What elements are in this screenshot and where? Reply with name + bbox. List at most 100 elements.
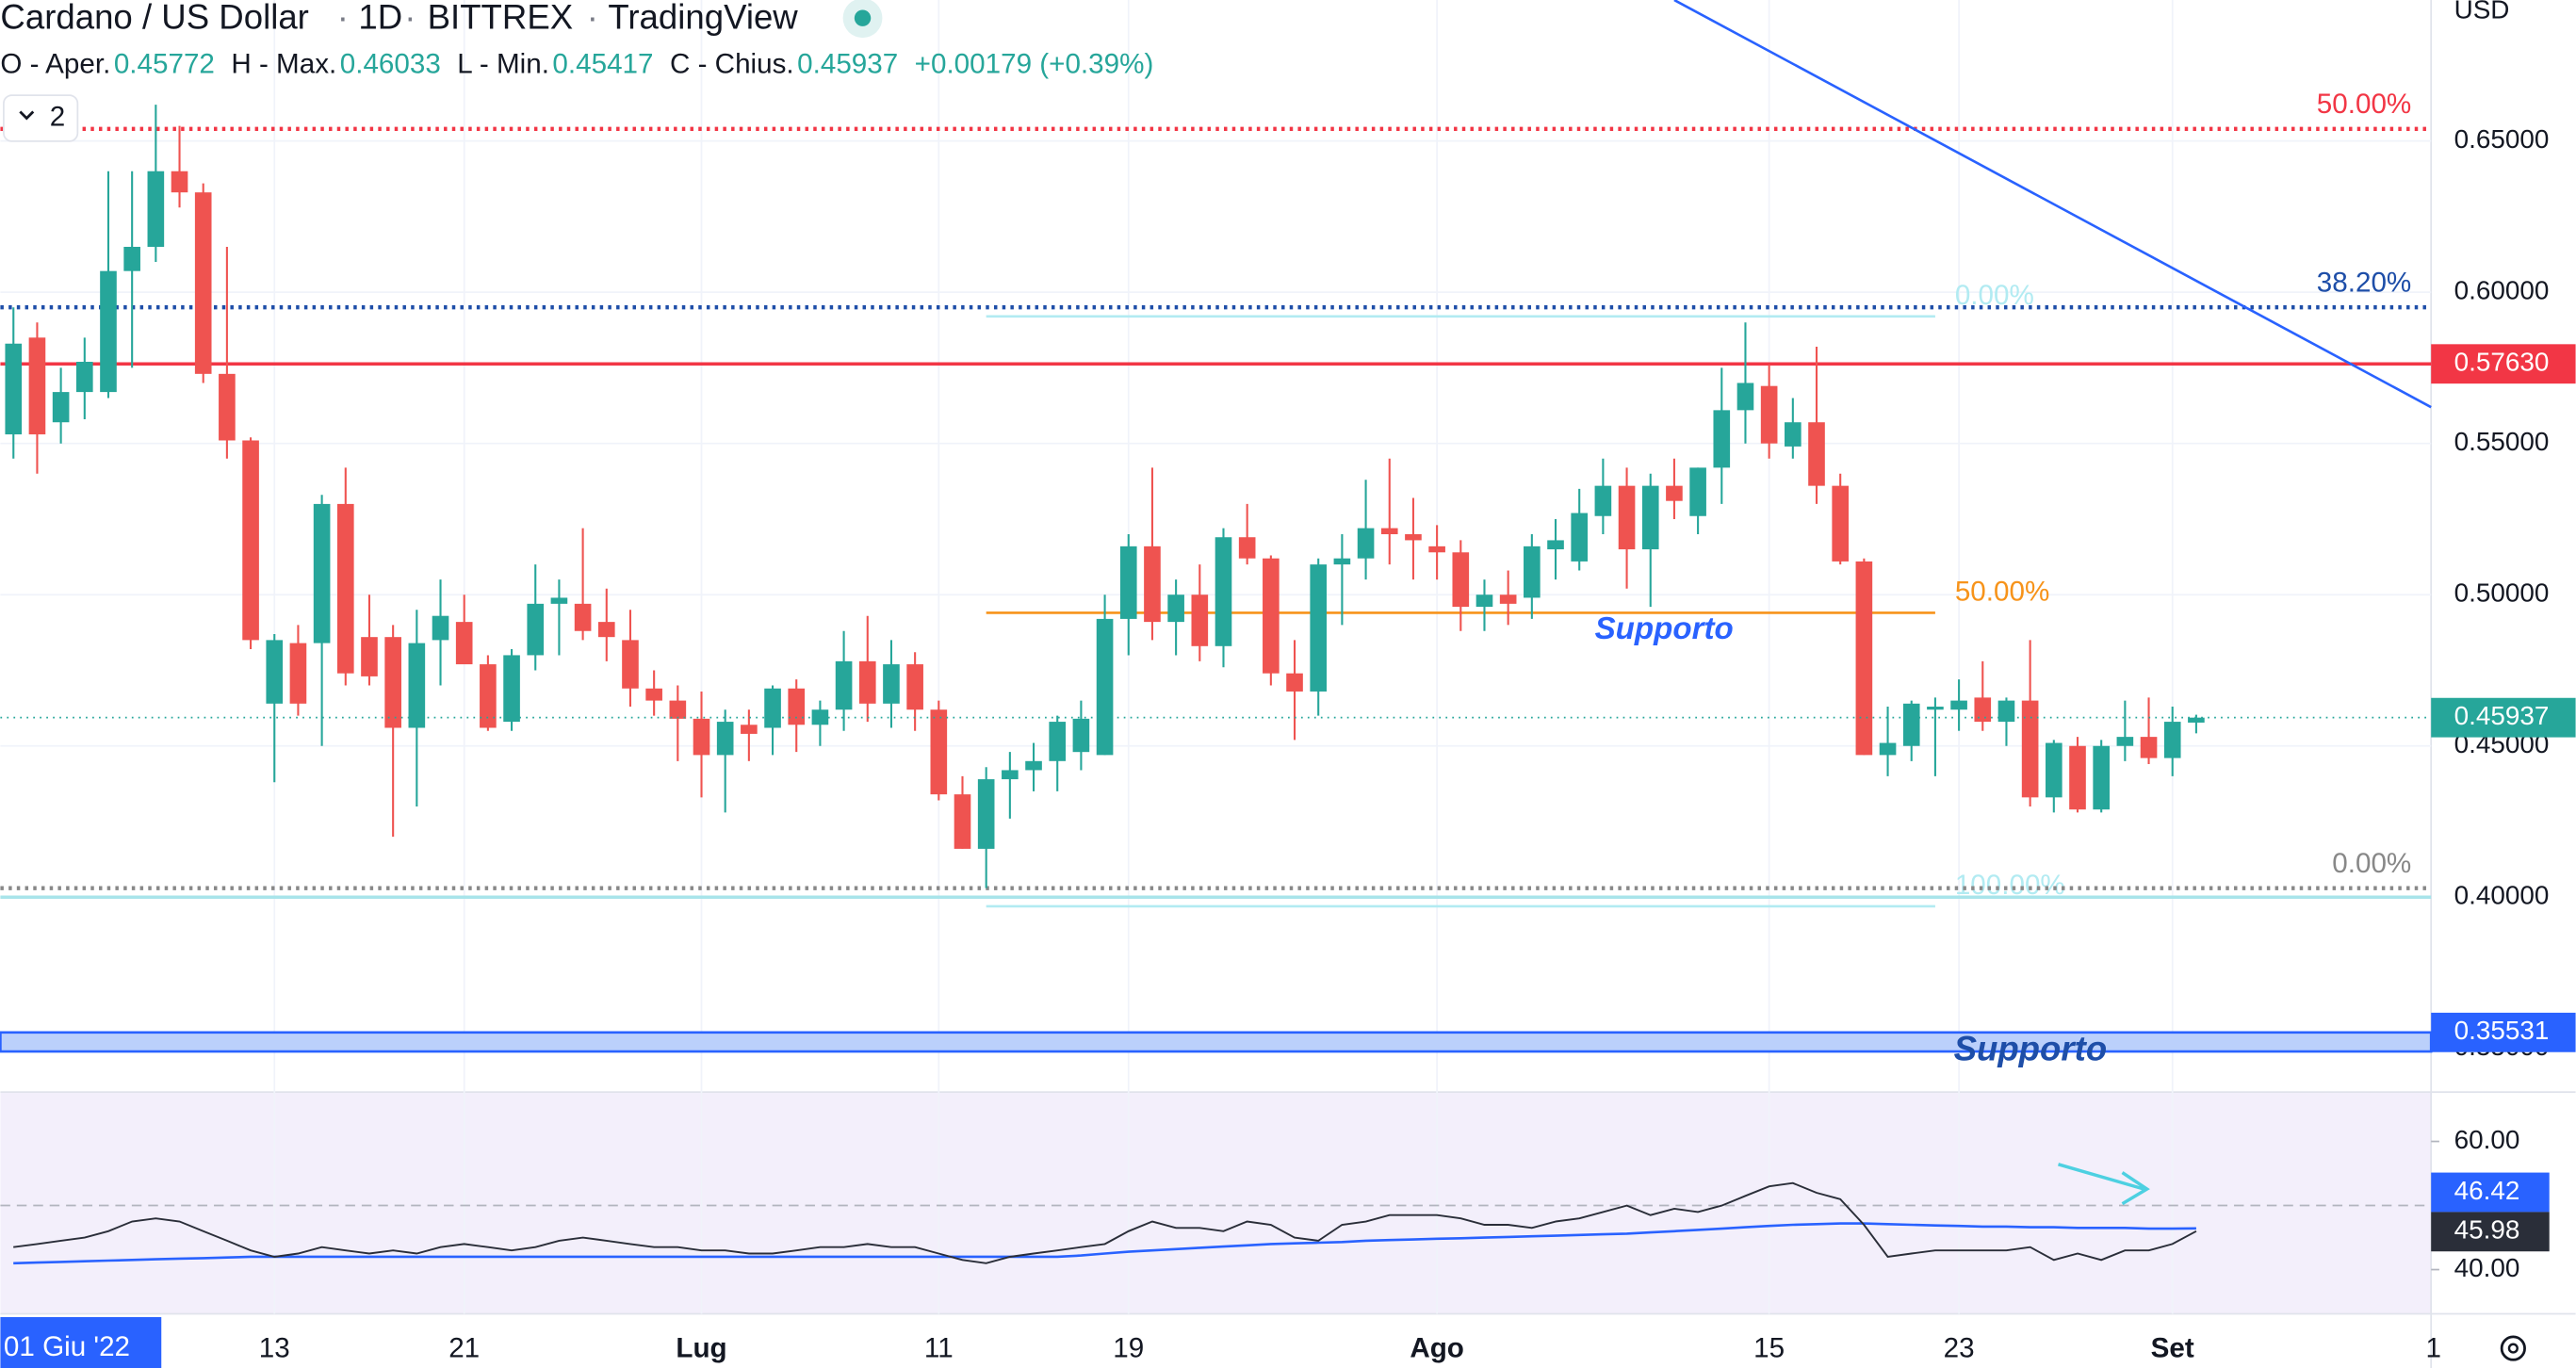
candle-body — [1357, 528, 1375, 559]
rsi-label-box — [2431, 1212, 2550, 1252]
toggle-button[interactable] — [3, 94, 79, 142]
legend-change: +0.00179 (+0.39%) — [915, 49, 1154, 80]
candle-body — [408, 643, 426, 728]
candle-body — [123, 246, 140, 271]
candle-body — [906, 664, 923, 710]
overlay: 01 Giu '22 0.57630 0.45937 0.35531 Supporto S… — [0, 344, 2576, 1368]
candle-body — [313, 503, 331, 643]
price-label: 0.57630 — [2454, 348, 2550, 377]
y-tick-label: 0.55000 — [2454, 427, 2550, 456]
legend-label: L - Min. — [457, 49, 549, 80]
candle-body — [1736, 383, 1754, 411]
candle-body — [1879, 742, 1897, 756]
x-tick-label: Set — [2151, 1333, 2194, 1364]
y-tick-label: 0.60000 — [2454, 276, 2550, 305]
candle-body — [2116, 737, 2134, 746]
rsi-panel — [0, 1092, 2432, 1314]
x-tick-label: 01 Giu '22 — [4, 1331, 130, 1362]
legend-label: O - Aper. — [0, 49, 110, 80]
legend-value: 0.45937 — [797, 49, 898, 80]
level-label: 0.00% — [2332, 848, 2411, 879]
candle-body — [194, 192, 212, 374]
currency: USD — [2454, 0, 2510, 24]
separator: · — [587, 0, 598, 37]
source: TradingView — [608, 0, 798, 37]
candle-body — [1666, 485, 1683, 501]
candle-body — [741, 725, 758, 734]
interval: 1D — [358, 0, 402, 37]
candle-body — [480, 664, 497, 728]
candle-body — [1855, 561, 1873, 756]
candle-body — [1547, 540, 1564, 550]
candle-body — [1524, 546, 1541, 598]
fib-label: 50.00% — [1955, 576, 2049, 607]
candle-body — [858, 660, 876, 704]
candle-body — [1641, 485, 1659, 550]
candle-body — [1380, 528, 1398, 535]
candle-body — [2140, 737, 2158, 758]
x-tick-label: Lug — [676, 1333, 726, 1364]
rsi-tick-label: 40.00 — [2454, 1253, 2520, 1282]
x-tick-label: 19 — [1113, 1333, 1144, 1364]
legend-value: 0.45772 — [114, 49, 215, 80]
candle-body — [1832, 485, 1850, 562]
candle-body — [361, 637, 378, 676]
status-dot — [854, 9, 872, 26]
candle-body — [1144, 546, 1161, 623]
candle-body — [1902, 703, 1920, 746]
candle-body — [1310, 564, 1328, 692]
band-label: 0.35531 — [2454, 1016, 2550, 1045]
candle-body — [1263, 558, 1280, 674]
candle-body — [2163, 722, 2181, 758]
indicator-toggle[interactable]: 2 — [3, 94, 79, 142]
candle-body — [1927, 707, 1944, 710]
candle-body — [1618, 485, 1636, 550]
candle-body — [1002, 770, 1019, 780]
candle-body — [1974, 697, 1992, 723]
rsi-line — [13, 1181, 2197, 1264]
price-label-box — [2431, 1012, 2576, 1052]
candle-body — [171, 171, 188, 193]
candle-body — [977, 779, 995, 849]
y-tick-label: 0.40000 — [2454, 881, 2550, 910]
candle-body — [1428, 546, 1445, 553]
candle-body — [1997, 700, 2015, 723]
candle-body — [693, 718, 710, 756]
candle-body — [1119, 546, 1137, 619]
trendline — [1673, 0, 2432, 409]
candle-body — [954, 794, 971, 849]
candle-body — [1713, 410, 1731, 468]
candle-body — [669, 700, 687, 719]
level-label: 50.00% — [2317, 89, 2411, 120]
rsi-label-box — [2431, 1172, 2550, 1213]
candle-body — [1072, 718, 1090, 753]
candle-body — [1167, 594, 1184, 623]
last-price-label: 0.45937 — [2454, 701, 2550, 730]
gear[interactable] — [2500, 1335, 2526, 1361]
candle-body — [266, 640, 284, 704]
candle-body — [1475, 594, 1493, 608]
candle-body — [1571, 513, 1589, 562]
candle-body — [503, 655, 520, 723]
candle-body — [1499, 594, 1517, 604]
legend-value: 0.45417 — [552, 49, 653, 80]
x-tick-label: 21 — [448, 1333, 480, 1364]
separator: · — [404, 0, 416, 37]
candle-body — [764, 688, 781, 728]
candle-body — [883, 664, 900, 704]
candle-body — [1594, 485, 1612, 516]
candle-body — [1808, 422, 1825, 486]
indicator-count: 2 — [50, 101, 65, 132]
candle-body — [1405, 534, 1422, 541]
candle-body — [835, 660, 853, 710]
settings-icon[interactable] — [2500, 1335, 2526, 1361]
candle-body — [1785, 422, 1802, 447]
candle-body — [2188, 717, 2205, 723]
candle-body — [527, 603, 545, 656]
candle-body — [811, 709, 829, 725]
candle-body — [597, 622, 615, 638]
support-label: Supporto — [1595, 611, 1734, 646]
candle-body — [1096, 618, 1114, 756]
x-tick-label: 1 — [2425, 1333, 2440, 1364]
